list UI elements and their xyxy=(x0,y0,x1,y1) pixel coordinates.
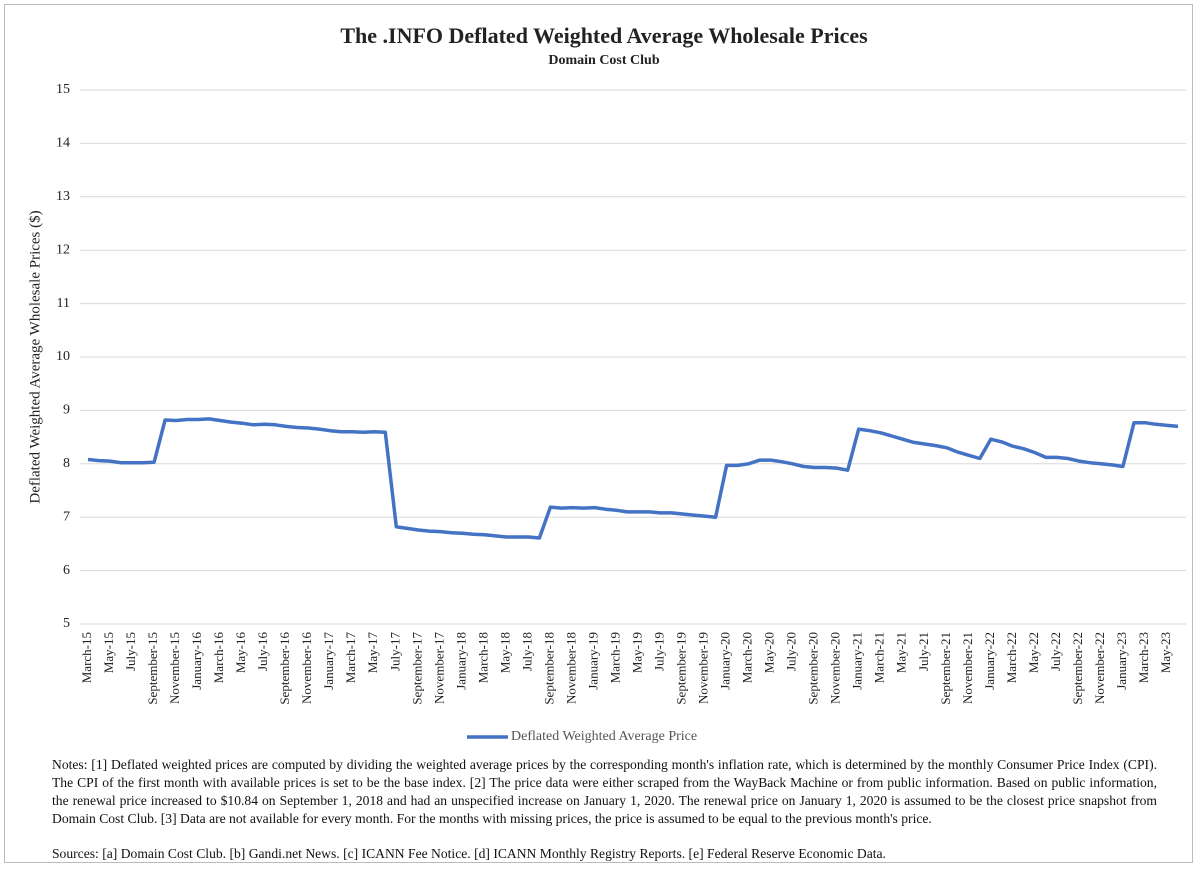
x-tick-label: January-19 xyxy=(585,632,600,690)
x-tick-label: September-22 xyxy=(1070,632,1085,705)
x-tick-label: July-15 xyxy=(123,632,138,671)
x-tick-label: May-20 xyxy=(762,632,777,673)
x-tick-label: May-21 xyxy=(894,632,909,673)
y-tick-label: 12 xyxy=(56,242,70,257)
y-tick-label: 6 xyxy=(63,563,70,578)
sources: Sources: [a] Domain Cost Club. [b] Gandi… xyxy=(52,846,886,861)
frame xyxy=(4,4,1193,863)
x-tick-label: January-17 xyxy=(321,632,336,690)
x-tick-label: March-23 xyxy=(1136,632,1151,683)
x-tick-label: March-15 xyxy=(79,632,94,683)
x-tick-label: March-16 xyxy=(211,632,226,684)
x-tick-label: March-17 xyxy=(343,632,358,684)
x-tick-label: July-19 xyxy=(652,632,667,671)
x-tick-label: March-19 xyxy=(607,632,622,683)
x-tick-label: January-16 xyxy=(189,632,204,690)
x-tick-label: September-18 xyxy=(541,632,556,705)
x-tick-label: January-20 xyxy=(718,632,733,690)
chart-title: The .INFO Deflated Weighted Average Whol… xyxy=(340,23,868,48)
chart: The .INFO Deflated Weighted Average Whol… xyxy=(27,23,1186,744)
x-tick-label: March-20 xyxy=(740,632,755,683)
notes: Notes: [1] Deflated weighted prices are … xyxy=(52,757,1157,826)
x-tick-label: November-17 xyxy=(431,632,446,704)
legend-label: Deflated Weighted Average Price xyxy=(511,729,697,744)
x-tick-label: November-20 xyxy=(828,632,843,704)
y-axis-label: Deflated Weighted Average Wholesale Pric… xyxy=(27,210,43,503)
x-tick-label: January-23 xyxy=(1114,632,1129,690)
x-tick-label: July-18 xyxy=(519,632,534,671)
x-tick-label: September-20 xyxy=(806,632,821,705)
x-tick-label: September-17 xyxy=(409,632,424,705)
x-tick-label: September-16 xyxy=(277,632,292,705)
x-tick-label: November-21 xyxy=(960,632,975,704)
x-tick-label: July-16 xyxy=(255,632,270,672)
x-tick-label: March-22 xyxy=(1004,632,1019,683)
x-tick-label: May-19 xyxy=(629,632,644,673)
x-tick-label: May-23 xyxy=(1158,632,1173,673)
x-tick-label: November-22 xyxy=(1092,632,1107,704)
y-tick-label: 8 xyxy=(63,456,70,471)
x-tick-label: September-15 xyxy=(145,632,160,705)
x-tick-label: November-16 xyxy=(299,632,314,704)
x-tick-label: July-20 xyxy=(784,632,799,671)
y-tick-label: 7 xyxy=(63,509,70,524)
y-tick-label: 10 xyxy=(56,349,70,364)
chart-subtitle: Domain Cost Club xyxy=(548,53,659,68)
y-tick-label: 15 xyxy=(56,82,70,97)
x-tick-label: March-18 xyxy=(475,632,490,683)
x-tick-label: January-22 xyxy=(982,632,997,690)
data-line xyxy=(87,417,1179,540)
x-tick-label: July-17 xyxy=(387,632,402,672)
x-tick-label: May-17 xyxy=(365,632,380,674)
x-tick-label: November-15 xyxy=(167,632,182,704)
x-tick-label: May-16 xyxy=(233,632,248,674)
y-tick-label: 11 xyxy=(57,296,70,311)
x-tick-label: July-22 xyxy=(1048,632,1063,671)
y-tick-label: 14 xyxy=(56,136,70,151)
y-tick-label: 5 xyxy=(63,616,70,631)
x-tick-label: May-15 xyxy=(101,632,116,673)
x-tick-label: September-19 xyxy=(674,632,689,705)
x-tick-label: September-21 xyxy=(938,632,953,705)
x-tick-label: November-18 xyxy=(563,632,578,704)
x-tick-label: May-22 xyxy=(1026,632,1041,673)
x-tick-label: November-19 xyxy=(696,632,711,704)
x-tick-label: May-18 xyxy=(497,632,512,673)
x-tick-label: July-21 xyxy=(916,632,931,671)
y-tick-label: 9 xyxy=(63,403,70,418)
x-tick-label: January-21 xyxy=(850,632,865,690)
y-tick-label: 13 xyxy=(56,189,70,204)
x-tick-label: January-18 xyxy=(453,632,468,690)
x-tick-label: March-21 xyxy=(872,632,887,683)
